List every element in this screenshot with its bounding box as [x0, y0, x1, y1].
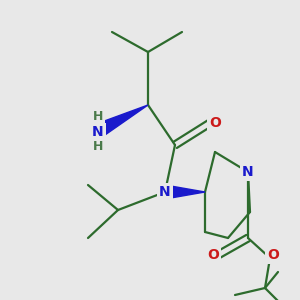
Text: H: H [93, 110, 103, 124]
Polygon shape [165, 185, 205, 199]
Polygon shape [97, 105, 148, 136]
Text: H: H [93, 140, 103, 152]
Text: N: N [159, 185, 171, 199]
Text: N: N [92, 125, 104, 139]
Text: O: O [207, 248, 219, 262]
Text: O: O [267, 248, 279, 262]
Text: O: O [209, 116, 221, 130]
Text: N: N [242, 165, 254, 179]
